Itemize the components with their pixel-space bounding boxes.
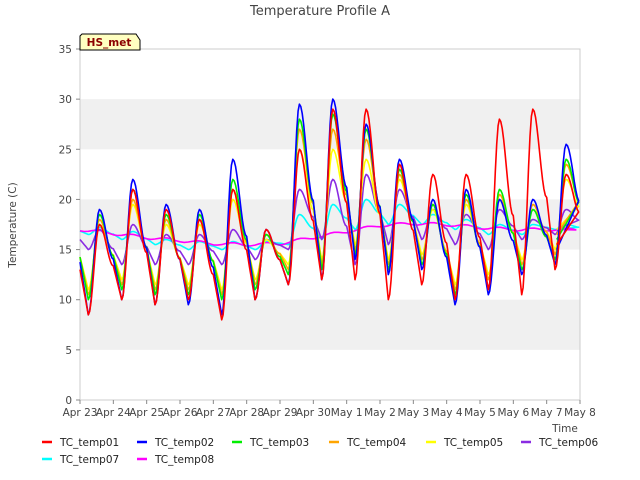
legend-label: TC_temp08	[154, 454, 214, 466]
legend-label: TC_temp02	[154, 437, 214, 449]
legend-label: TC_temp01	[59, 437, 119, 449]
hs-met-badge: HS_met	[79, 33, 141, 51]
x-tick-label: May 4	[431, 407, 463, 419]
x-tick-label: May 6	[497, 407, 529, 419]
y-tick-label: 20	[59, 194, 72, 206]
legend-item-tc-temp08: TC_temp08	[137, 454, 214, 466]
x-tick-label: May 2	[364, 407, 396, 419]
badge-label: HS_met	[87, 37, 132, 49]
x-tick-label: May 8	[564, 407, 596, 419]
chart-title: Temperature Profile A	[249, 4, 390, 19]
x-tick-label: Apr 28	[229, 407, 264, 419]
legend-label: TC_temp06	[538, 437, 599, 449]
y-tick-label: 15	[59, 245, 72, 257]
y-tick-label: 30	[59, 94, 72, 106]
plot-frame	[79, 48, 581, 401]
x-tick-label: Apr 25	[129, 407, 164, 419]
x-axis-label: Time	[551, 423, 578, 435]
x-tick-label: Apr 27	[196, 407, 231, 419]
legend-item-tc-temp04: TC_temp04	[329, 437, 407, 449]
x-tick-label: May 3	[397, 407, 429, 419]
y-tick-label: 25	[59, 144, 72, 156]
x-tick-label: May 7	[531, 407, 563, 419]
x-tick-label: Apr 29	[263, 407, 298, 419]
legend-item-tc-temp05: TC_temp05	[426, 437, 503, 449]
y-axis-label: Temperature (C)	[7, 182, 19, 268]
y-axis: 0 5 10 15 20 25 30 35	[59, 44, 80, 407]
legend-item-tc-temp07: TC_temp07	[42, 454, 119, 466]
x-tick-label: Apr 26	[163, 407, 198, 419]
legend-label: TC_temp04	[346, 437, 407, 449]
x-tick-label: May 5	[464, 407, 496, 419]
legend: TC_temp01 TC_temp02 TC_temp03 TC_temp04 TC_t…	[42, 437, 599, 466]
y-tick-label: 10	[59, 295, 72, 307]
series-line-tc-temp01	[79, 108, 580, 321]
grid-band	[80, 299, 580, 350]
legend-label: TC_temp07	[59, 454, 119, 466]
x-tick-label: Apr 23	[63, 407, 98, 419]
legend-item-tc-temp02: TC_temp02	[137, 437, 214, 449]
x-tick-label: Apr 30	[296, 407, 331, 419]
y-tick-label: 0	[65, 395, 72, 407]
plot-background	[80, 49, 580, 400]
legend-label: TC_temp03	[249, 437, 309, 449]
legend-item-tc-temp06: TC_temp06	[521, 437, 599, 449]
series-layer	[79, 98, 580, 321]
legend-item-tc-temp03: TC_temp03	[232, 437, 309, 449]
legend-label: TC_temp05	[443, 437, 503, 449]
x-tick-label: Apr 24	[96, 407, 131, 419]
legend-item-tc-temp01: TC_temp01	[42, 437, 119, 449]
y-tick-label: 35	[59, 44, 72, 56]
y-tick-label: 5	[65, 345, 72, 357]
x-tick-label: May 1	[331, 407, 363, 419]
